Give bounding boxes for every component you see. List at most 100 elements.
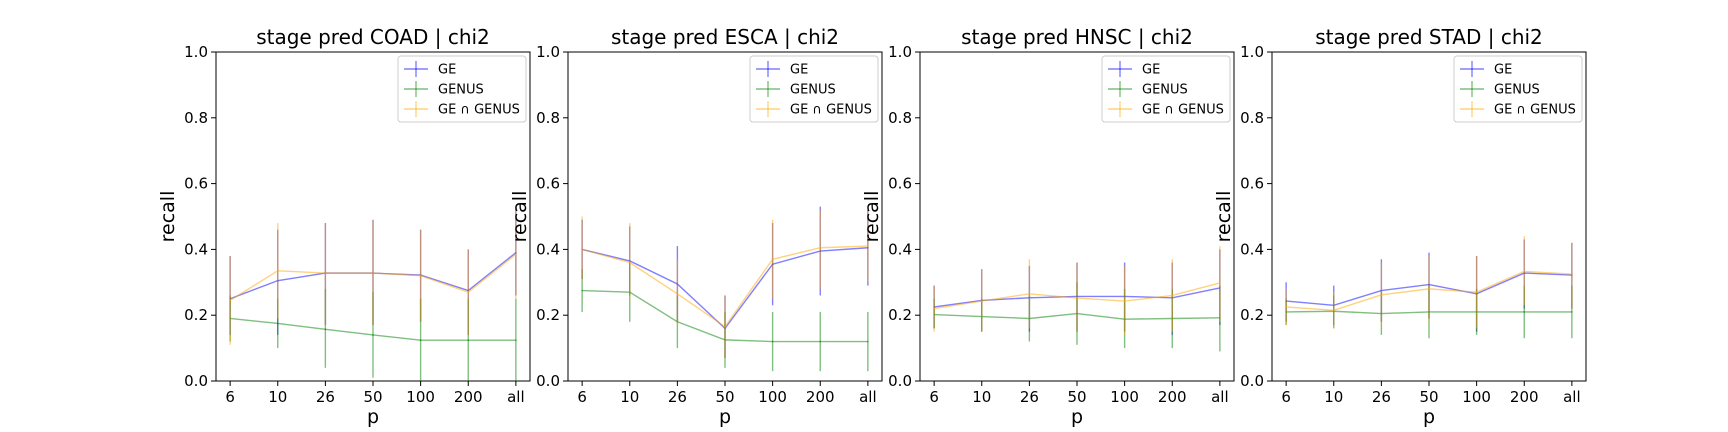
legend-box — [1101, 55, 1231, 123]
data-point — [419, 339, 422, 342]
x-tick-label: 10 — [1324, 388, 1343, 406]
y-tick-label: 0.4 — [1240, 240, 1264, 258]
data-point — [1171, 294, 1174, 297]
data-point — [581, 289, 583, 292]
data-point — [372, 272, 374, 274]
x-tick-label: 6 — [929, 388, 939, 406]
legend-label: GE — [1142, 63, 1160, 78]
data-point — [867, 340, 869, 343]
x-tick-label: 10 — [620, 388, 639, 406]
data-point — [372, 334, 374, 336]
x-tick-label: all — [1563, 388, 1581, 406]
y-tick-label: 0.0 — [888, 372, 912, 390]
legend-label: GE ∩ GENUS — [790, 103, 872, 118]
chart-title: stage pred STAD | chi2 — [1315, 25, 1543, 49]
y-tick-label: 0.2 — [888, 306, 912, 324]
series-2 — [933, 246, 1221, 335]
data-point — [324, 328, 327, 331]
y-tick-label: 0.4 — [184, 240, 208, 258]
data-point — [628, 261, 631, 264]
data-point — [1076, 297, 1078, 299]
legend-label: GE ∩ GENUS — [1494, 103, 1576, 118]
chart-title: stage pred COAD | chi2 — [256, 25, 490, 49]
legend-label: GE — [790, 63, 808, 78]
data-point — [1332, 309, 1335, 312]
x-tick-label: 26 — [1372, 388, 1391, 406]
data-point — [867, 245, 869, 247]
series-2 — [1285, 236, 1573, 329]
data-point — [1523, 311, 1526, 313]
data-point — [819, 340, 822, 343]
x-tick-label: 6 — [225, 388, 235, 406]
y-tick-label: 0.4 — [536, 240, 560, 258]
data-point — [1475, 291, 1478, 293]
chart-panel-0: stage pred COAD | chi2 0.0 0.2 0.4 0.6 0.8 1.0… — [157, 25, 531, 428]
x-axis-label: p — [367, 406, 379, 428]
x-tick-label: 100 — [758, 388, 787, 406]
data-point — [515, 339, 517, 342]
x-tick-label: 26 — [668, 388, 687, 406]
x-tick-label: 10 — [268, 388, 287, 406]
chart-panel-1: stage pred ESCA | chi2 0.0 0.2 0.4 0.6 0.8 1.0… — [509, 25, 883, 428]
x-tick-label: 50 — [1419, 388, 1438, 406]
legend-label: GE ∩ GENUS — [1142, 103, 1224, 118]
x-tick-label: 200 — [1510, 388, 1539, 406]
data-point — [1571, 311, 1573, 313]
legend: GE GENUS GE ∩ GENUS — [749, 55, 879, 123]
data-point — [1123, 300, 1126, 302]
legend-label: GENUS — [1494, 83, 1540, 98]
data-point — [276, 269, 279, 272]
data-point — [515, 253, 517, 256]
y-tick-label: 0.6 — [184, 175, 208, 193]
y-tick-label: 0.6 — [1240, 175, 1264, 193]
y-tick-label: 0.2 — [1240, 306, 1264, 324]
legend-label: GENUS — [438, 83, 484, 98]
y-axis-label: recall — [157, 191, 179, 243]
x-tick-label: 6 — [1281, 388, 1291, 406]
x-tick-label: 26 — [316, 388, 335, 406]
data-point — [980, 300, 983, 302]
x-tick-label: 200 — [1158, 388, 1187, 406]
y-tick-label: 0.0 — [184, 372, 208, 390]
x-tick-label: 6 — [577, 388, 587, 406]
chart-panel-3: stage pred STAD | chi2 0.0 0.2 0.4 0.6 0.8 1.0… — [1213, 25, 1587, 428]
x-tick-label: 100 — [1110, 388, 1139, 406]
x-tick-label: 50 — [715, 388, 734, 406]
x-axis-label: p — [1423, 406, 1435, 428]
legend-box — [1453, 55, 1583, 123]
legend: GE GENUS GE ∩ GENUS — [1101, 55, 1231, 123]
y-axis-label: recall — [861, 191, 883, 243]
y-tick-label: 0.4 — [888, 240, 912, 258]
x-axis-label: p — [719, 406, 731, 428]
legend-label: GENUS — [1142, 83, 1188, 98]
x-tick-label: all — [1211, 388, 1229, 406]
legend-label: GE — [438, 63, 456, 78]
y-tick-label: 1.0 — [536, 43, 560, 61]
legend-box — [749, 55, 879, 123]
data-point — [724, 325, 726, 328]
y-tick-label: 0.2 — [536, 306, 560, 324]
legend-label: GE — [1494, 63, 1512, 78]
chart-title: stage pred HNSC | chi2 — [961, 25, 1193, 49]
y-tick-label: 0.8 — [888, 109, 912, 127]
y-tick-label: 0.8 — [536, 109, 560, 127]
data-point — [1428, 288, 1430, 290]
data-point — [276, 322, 279, 325]
legend-label: GE ∩ GENUS — [438, 103, 520, 118]
y-tick-label: 0.6 — [888, 175, 912, 193]
data-point — [676, 293, 679, 295]
x-axis-label: p — [1071, 406, 1083, 428]
x-tick-label: 50 — [363, 388, 382, 406]
x-tick-label: 200 — [454, 388, 483, 406]
data-point — [467, 339, 470, 342]
legend-box — [397, 55, 527, 123]
y-tick-label: 0.0 — [1240, 372, 1264, 390]
legend: GE GENUS GE ∩ GENUS — [397, 55, 527, 123]
y-tick-label: 1.0 — [888, 43, 912, 61]
data-point — [581, 248, 583, 251]
chart-panel-2: stage pred HNSC | chi2 0.0 0.2 0.4 0.6 0.8 1.0… — [861, 25, 1235, 428]
series-2 — [229, 209, 517, 345]
data-point — [324, 272, 327, 274]
x-tick-label: 100 — [1462, 388, 1491, 406]
data-point — [771, 258, 774, 261]
